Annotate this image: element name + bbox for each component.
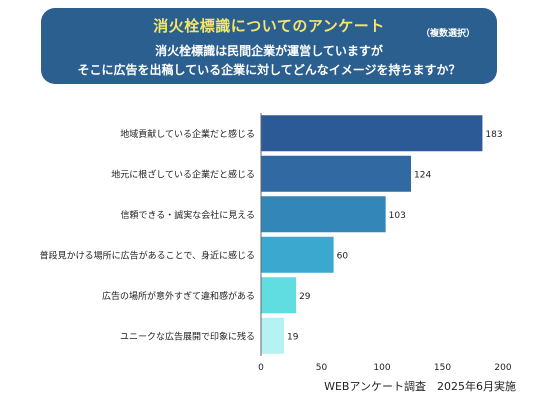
bar-1 <box>261 115 483 152</box>
bar-4 <box>261 236 334 273</box>
x-tick-label-5: 200 <box>494 363 511 373</box>
x-tick-label-1: 0 <box>258 363 264 373</box>
value-label-3: 103 <box>389 211 406 221</box>
x-tick-label-2: 50 <box>316 363 328 373</box>
survey-title: 消火栓標識についてのアンケート <box>153 17 385 35</box>
x-tick-label-3: 100 <box>373 363 390 373</box>
category-label-1: 地域貢献している企業だと感じる <box>120 128 255 140</box>
category-label-2: 地元に根ざしている企業だと感じる <box>111 168 255 180</box>
value-label-6: 19 <box>287 332 299 342</box>
value-label-1: 183 <box>485 130 502 140</box>
x-tick-label-4: 150 <box>434 363 451 373</box>
question-line-1: 消火栓標識は民間企業が運営していますが <box>155 44 383 58</box>
survey-source: WEBアンケート調査 2025年6月実施 <box>324 380 516 393</box>
category-label-6: ユニークな広告展開で印象に残る <box>120 330 255 342</box>
category-label-4: 普段見かける場所に広告があることで、身近に感じる <box>40 249 255 261</box>
header-banner: 消火栓標識についてのアンケート （複数選択） 消火栓標識は民間企業が運営していま… <box>41 8 497 84</box>
question-line-2: そこに広告を出稿している企業に対してどんなイメージを持ちますか？ <box>77 63 461 77</box>
value-label-5: 29 <box>299 292 311 302</box>
multiple-choice-note: （複数選択） <box>420 29 475 39</box>
bar-3 <box>261 196 386 233</box>
category-label-3: 信頼できる・誠実な会社に見える <box>120 209 255 221</box>
value-label-4: 60 <box>337 251 349 261</box>
bar-6 <box>261 317 284 354</box>
bar-2 <box>261 155 412 192</box>
bar-5 <box>261 277 297 314</box>
value-label-2: 124 <box>414 170 431 180</box>
category-label-5: 広告の場所が意外すぎて違和感がある <box>102 290 255 302</box>
